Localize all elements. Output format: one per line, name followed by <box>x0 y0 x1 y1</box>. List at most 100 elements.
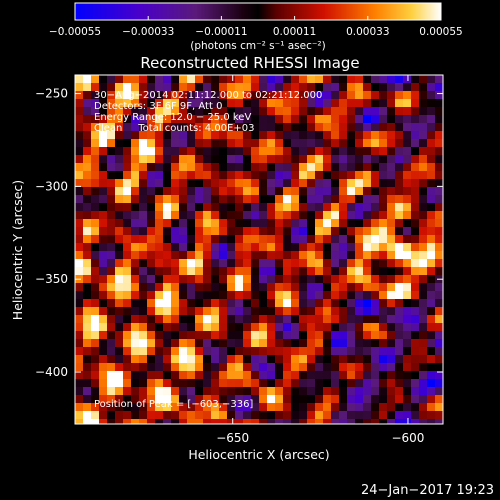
heatmap-cell <box>259 235 268 244</box>
heatmap-cell <box>139 91 148 100</box>
heatmap-cell <box>187 411 196 420</box>
heatmap-cell <box>243 387 252 396</box>
heatmap-cell <box>363 155 372 164</box>
heatmap-cell <box>411 291 420 300</box>
heatmap-cell <box>403 363 412 372</box>
heatmap-cell <box>251 267 260 276</box>
heatmap-cell <box>179 179 188 188</box>
heatmap-cell <box>91 339 100 348</box>
heatmap-cell <box>147 211 156 220</box>
heatmap-cell <box>435 243 443 252</box>
heatmap-cell <box>155 83 164 92</box>
heatmap-cell <box>355 411 364 420</box>
heatmap-cell <box>363 307 372 316</box>
heatmap-cell <box>403 163 412 172</box>
heatmap-cell <box>235 419 244 424</box>
heatmap-cell <box>251 243 260 252</box>
heatmap-cell <box>235 355 244 364</box>
heatmap-cell <box>243 323 252 332</box>
heatmap-cell <box>315 195 324 204</box>
heatmap-cell <box>331 227 340 236</box>
heatmap-cell <box>355 131 364 140</box>
heatmap-cell <box>235 331 244 340</box>
heatmap-cell <box>147 363 156 372</box>
heatmap-cell <box>171 387 180 396</box>
heatmap-cell <box>155 155 164 164</box>
heatmap-cell <box>299 291 308 300</box>
heatmap-cell <box>235 147 244 156</box>
heatmap-cell <box>155 163 164 172</box>
heatmap-cell <box>123 307 132 316</box>
heatmap-cell <box>339 379 348 388</box>
heatmap-cell <box>363 235 372 244</box>
heatmap-cell <box>195 99 204 108</box>
heatmap-cell <box>355 115 364 124</box>
heatmap-cell <box>371 275 380 284</box>
heatmap-cell <box>435 323 443 332</box>
heatmap-cell <box>187 283 196 292</box>
heatmap-cell <box>275 227 284 236</box>
heatmap-cell <box>243 251 252 260</box>
heatmap-cell <box>355 283 364 292</box>
heatmap-cell <box>75 179 84 188</box>
heatmap-cell <box>211 131 220 140</box>
heatmap-cell <box>171 195 180 204</box>
heatmap-cell <box>339 243 348 252</box>
heatmap-cell <box>115 123 124 132</box>
heatmap-cell <box>339 267 348 276</box>
heatmap-cell <box>99 315 108 324</box>
heatmap-cell <box>331 187 340 196</box>
heatmap-cell <box>331 379 340 388</box>
heatmap-cell <box>139 403 148 412</box>
heatmap-cell <box>203 147 212 156</box>
heatmap-cell <box>411 99 420 108</box>
heatmap-cell <box>195 283 204 292</box>
heatmap-cell <box>235 315 244 324</box>
heatmap-cell <box>75 131 84 140</box>
heatmap-cell <box>203 411 212 420</box>
heatmap-cell <box>235 179 244 188</box>
heatmap-cell <box>363 99 372 108</box>
heatmap-cell <box>83 179 92 188</box>
heatmap-cell <box>435 419 443 424</box>
heatmap-cell <box>435 339 443 348</box>
heatmap-cell <box>283 419 292 424</box>
heatmap-cell <box>331 363 340 372</box>
heatmap-cell <box>387 379 396 388</box>
heatmap-cell <box>259 419 268 424</box>
heatmap-cell <box>435 363 443 372</box>
heatmap-cell <box>363 243 372 252</box>
heatmap-cell <box>387 107 396 116</box>
heatmap-cell <box>99 267 108 276</box>
heatmap-cell <box>403 307 412 316</box>
heatmap-cell <box>363 227 372 236</box>
heatmap-cell <box>411 411 420 420</box>
heatmap-cell <box>411 163 420 172</box>
heatmap-cell <box>107 267 116 276</box>
heatmap-cell <box>211 259 220 268</box>
heatmap-cell <box>243 275 252 284</box>
heatmap-cell <box>339 403 348 412</box>
heatmap-cell <box>203 171 212 180</box>
heatmap-cell <box>83 339 92 348</box>
heatmap-cell <box>387 219 396 228</box>
heatmap-cell <box>75 83 84 92</box>
heatmap-cell <box>323 147 332 156</box>
heatmap-cell <box>131 307 140 316</box>
heatmap-cell <box>195 187 204 196</box>
heatmap-cell <box>363 403 372 412</box>
heatmap-cell <box>419 339 428 348</box>
heatmap-cell <box>243 211 252 220</box>
heatmap-cell <box>275 83 284 92</box>
heatmap-cell <box>283 291 292 300</box>
heatmap-cell <box>331 243 340 252</box>
heatmap-cell <box>99 251 108 260</box>
heatmap-cell <box>427 403 436 412</box>
heatmap-cell <box>75 107 84 116</box>
heatmap-cell <box>411 339 420 348</box>
heatmap-cell <box>395 227 404 236</box>
heatmap-cell <box>227 75 236 84</box>
annotation-clean-counts: Clean Total counts: 4.00E+03 <box>94 123 254 134</box>
heatmap-cell <box>395 83 404 92</box>
heatmap-cell <box>171 219 180 228</box>
